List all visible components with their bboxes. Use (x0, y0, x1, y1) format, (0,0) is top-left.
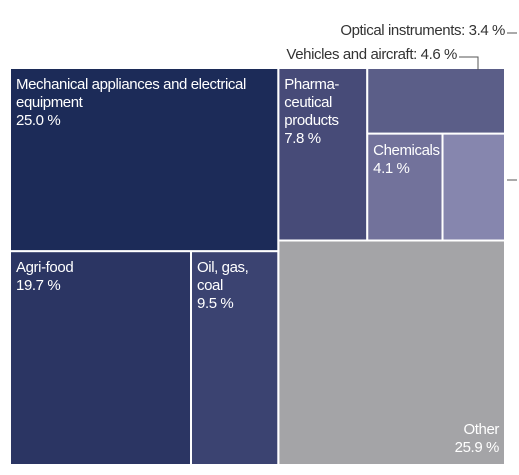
annotation: Vehicles and aircraft: 4.6 % (286, 46, 457, 63)
tile-label: Agri-food 19.7 % (10, 251, 191, 465)
tile-label: Mechanical appliances and electrical equ… (10, 68, 278, 251)
value-label: 25.9 % (454, 438, 500, 456)
value-label: 25.0 % (16, 112, 61, 129)
tile-label: Other 25.9 % (278, 240, 505, 465)
tile (441, 132, 506, 242)
category-label: Other (463, 420, 499, 438)
category-label: Pharma-ceutical products (284, 76, 339, 129)
leader-line (459, 56, 479, 70)
tile-label: Oil, gas, coal 9.5 % (191, 251, 278, 465)
tile-label: Chemicals 4.1 % (367, 134, 442, 241)
tile (9, 67, 280, 253)
tile (277, 239, 507, 466)
tile-label: Pharma-ceutical products 7.8 % (278, 68, 367, 240)
value-label: 19.7 % (16, 277, 61, 295)
value-label: 4.1 % (373, 159, 410, 177)
category-label: Chemicals (373, 141, 440, 159)
value-label: 9.5 % (197, 295, 234, 313)
category-label: Oil, gas, coal (197, 259, 249, 295)
category-label: Mechanical appliances and electrical equ… (16, 76, 246, 111)
tile (9, 250, 193, 466)
annotation: Optical instruments: 3.4 % (340, 22, 505, 39)
tile (366, 67, 507, 135)
category-label: Agri-food (16, 259, 74, 277)
tile (277, 67, 369, 242)
value-label: 7.8 % (284, 130, 321, 147)
